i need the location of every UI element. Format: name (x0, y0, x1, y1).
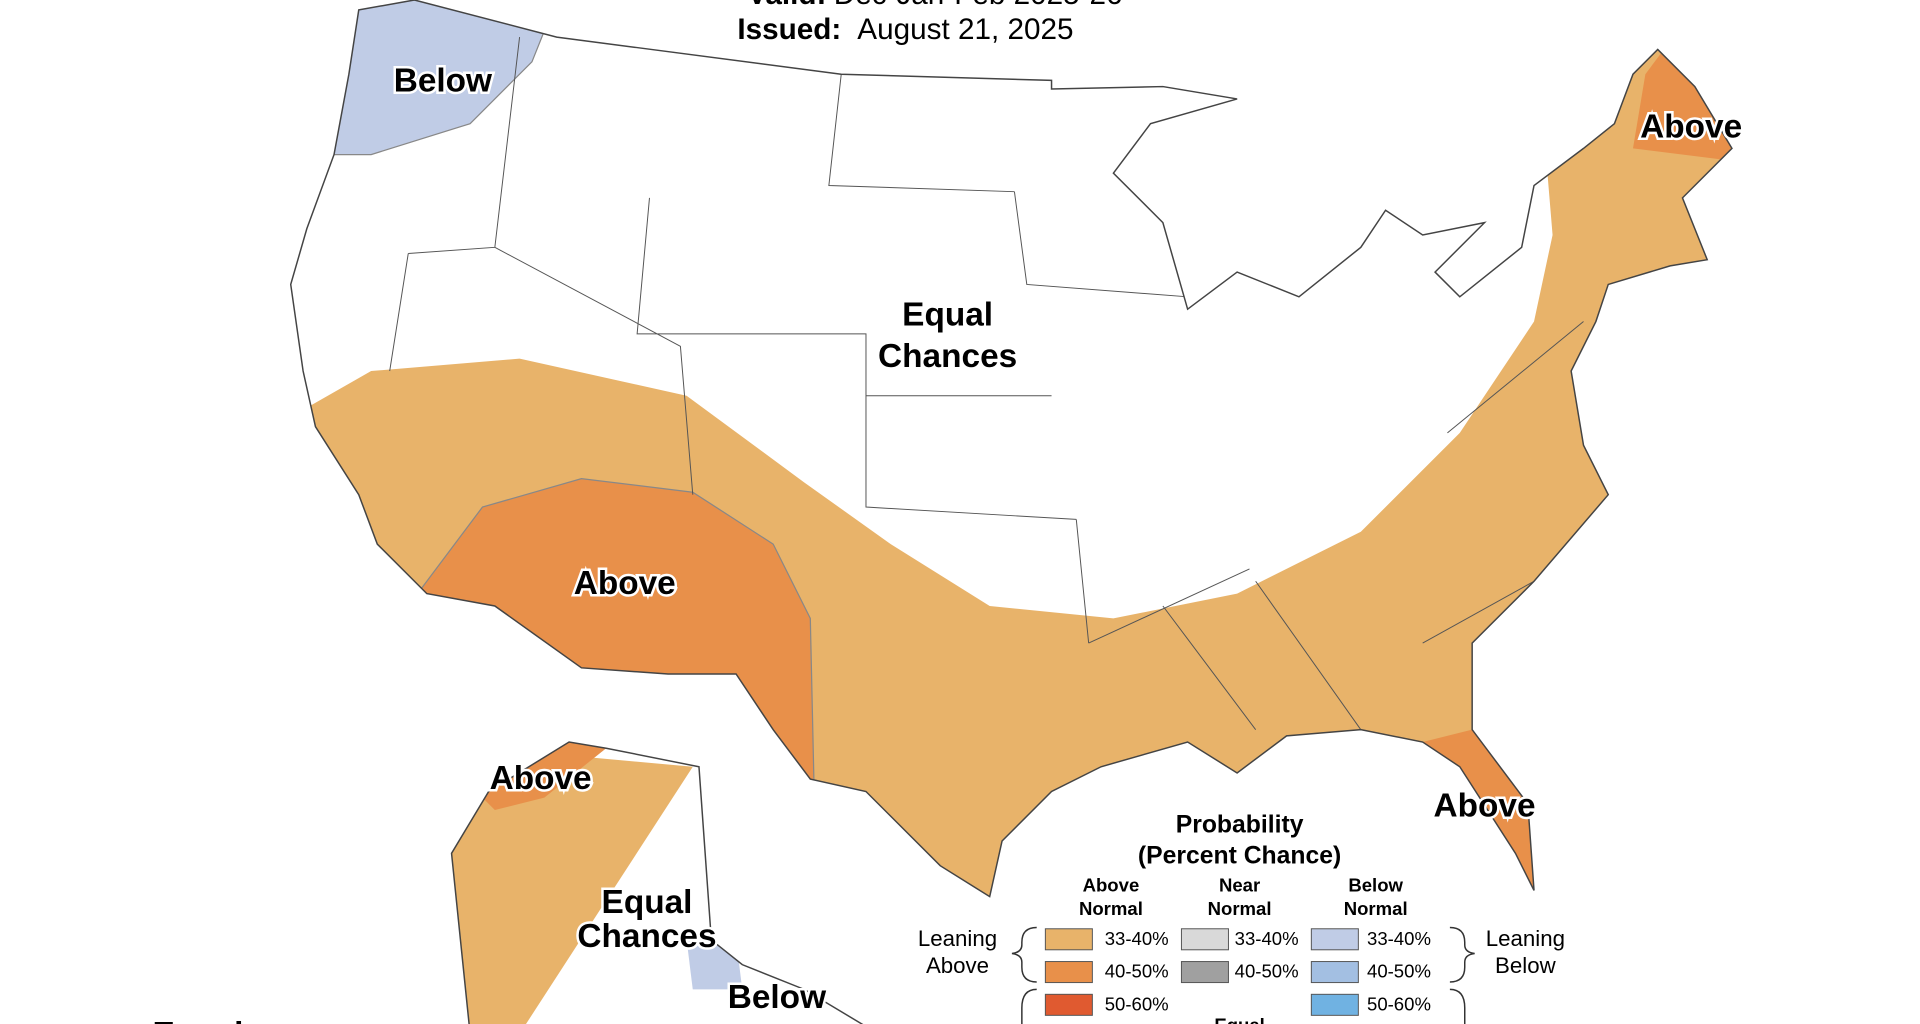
issued: August 21, 2025 (857, 13, 1073, 46)
region-label: Above (574, 565, 676, 602)
region-label: Above (490, 760, 592, 797)
legend-range: 33-40% (1235, 928, 1299, 949)
region-label: Above (1434, 787, 1536, 824)
legend-swatch (1180, 928, 1229, 951)
region-label: Below (394, 63, 493, 100)
legend-title: Probability (1176, 812, 1304, 839)
region-label: Above (1640, 108, 1742, 145)
legend-equal: Equal (1214, 1014, 1265, 1024)
legend-range: 40-50% (1367, 961, 1431, 982)
legend-swatch (1044, 993, 1093, 1016)
legend-range: 40-50% (1235, 961, 1299, 982)
valid: Dec-Jan-Feb 2025-26 (834, 0, 1123, 11)
column-heading: Near (1219, 875, 1260, 896)
region-label: Equal (602, 884, 693, 921)
legend-swatch (1044, 928, 1093, 951)
column-heading: Normal (1079, 898, 1143, 919)
leaning-below: Below (1495, 953, 1557, 978)
legend-swatch (1310, 961, 1359, 984)
column-heading: Below (1348, 875, 1403, 896)
legend-range: 50-60% (1367, 993, 1431, 1014)
region-label: Below (728, 979, 827, 1016)
valid-label: Valid: (747, 0, 826, 11)
legend-range: 33-40% (1105, 928, 1169, 949)
legend-swatch (1310, 928, 1359, 951)
legend-range: 40-50% (1105, 961, 1169, 982)
leaning-above: Leaning (918, 926, 997, 951)
legend-swatch (1310, 993, 1359, 1016)
issued-label: Issued: (737, 13, 841, 46)
leaning-below: Leaning (1486, 926, 1565, 951)
alaska-outline (450, 741, 864, 1024)
column-heading: Normal (1208, 898, 1272, 919)
conus-outline (289, 0, 1733, 898)
leaning-above: Above (926, 953, 989, 978)
legend-range: 50-60% (1105, 993, 1169, 1014)
legend-range: 33-40% (1367, 928, 1431, 949)
column-heading: Above (1083, 875, 1140, 896)
region-label: Equal (152, 1016, 243, 1024)
column-heading: Normal (1344, 898, 1408, 919)
legend-swatch (1044, 961, 1093, 984)
region-label: Chances (577, 918, 716, 955)
region-label: Chances (878, 338, 1017, 375)
legend-braces (1011, 926, 1475, 1024)
legend-title: (Percent Chance) (1138, 843, 1341, 870)
region-label: Equal (902, 296, 993, 333)
legend-swatch (1180, 961, 1229, 984)
